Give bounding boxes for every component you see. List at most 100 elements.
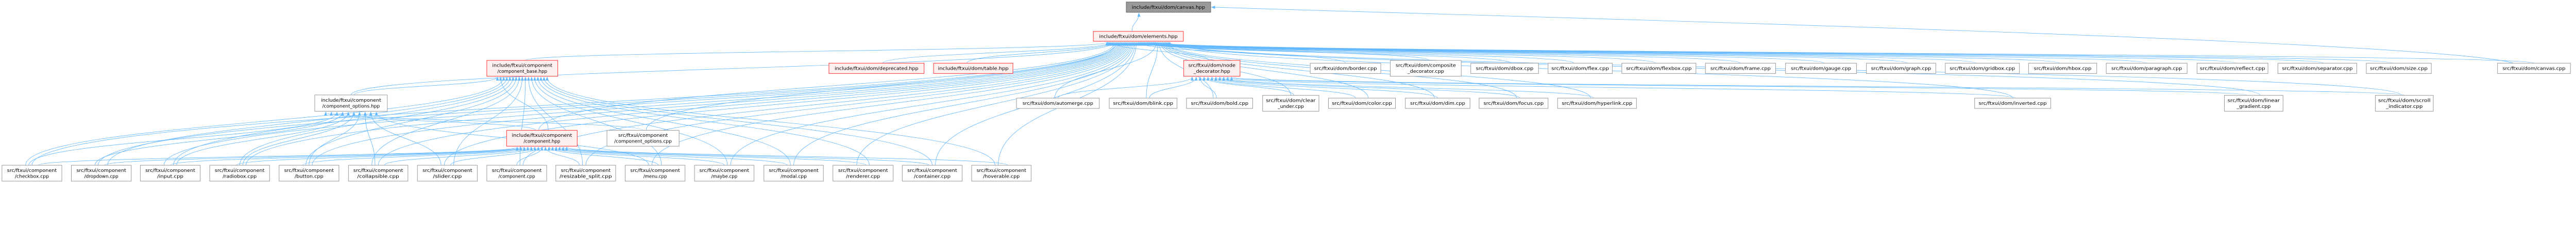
dependency-edge [558,146,867,166]
file-node-checkbox-cpp[interactable]: src/ftxui/component/checkbox.cpp [2,165,62,182]
file-node-radiobox-cpp[interactable]: src/ftxui/component/radiobox.cpp [209,165,270,182]
node-label: _gradient.cpp [2236,104,2270,109]
file-node-maybe-cpp[interactable]: src/ftxui/component/maybe.cpp [694,165,755,182]
file-node-separator-cpp[interactable]: src/ftxui/dom/separator.cpp [2277,62,2357,74]
node-label: /collapsible.cpp [357,173,399,179]
node-label: src/ftxui/dom/size.cpp [2370,66,2428,71]
node-label: /maybe.cpp [711,173,737,179]
node-label: _decorator.cpp [1407,69,1444,74]
file-node-component-options-hpp[interactable]: include/ftxui/component/component_option… [314,94,388,112]
dependency-edge [646,41,1118,131]
file-node-dropdown-cpp[interactable]: src/ftxui/component/dropdown.cpp [71,165,132,182]
dependency-edge [562,146,929,166]
dependency-edge [536,76,791,166]
dependency-edge [239,76,515,166]
dependency-edge [1218,76,1595,99]
file-node-deprecated-hpp[interactable]: include/ftxui/dom/deprecated.hpp [828,62,925,74]
node-label: include/ftxui/dom/elements.hpp [1099,34,1177,39]
node-label: src/ftxui/dom/blink.cpp [1113,101,1173,106]
dependency-edge [1211,6,2514,64]
node-label: _decorator.hpp [1193,69,1230,74]
node-label: /container.cpp [914,173,951,179]
node-label: src/ftxui/dom/canvas.cpp [2502,66,2565,71]
dependency-edge [354,76,499,96]
node-label: /component.hpp [523,139,560,144]
node-box [1093,31,1184,42]
dependency-edge [1145,41,1908,64]
file-node-border-cpp[interactable]: src/ftxui/dom/border.cpp [1310,62,1381,74]
file-node-button-cpp[interactable]: src/ftxui/component/button.cpp [279,165,340,182]
dependency-edge [170,146,526,166]
file-node-color-cpp[interactable]: src/ftxui/dom/color.cpp [1328,98,1396,109]
node-label: src/ftxui/dom/node [1189,63,1235,68]
file-node-size-cpp[interactable]: src/ftxui/dom/size.cpp [2366,62,2432,74]
dependency-edge [1144,41,1825,64]
file-node-inverted-cpp[interactable]: src/ftxui/dom/inverted.cpp [1974,98,2051,109]
file-node-hoverable-cpp[interactable]: src/ftxui/component/hoverable.cpp [971,165,1031,182]
dependency-edge [544,146,580,166]
node-label: src/ftxui/component [284,168,334,173]
file-node-dim-cpp[interactable]: src/ftxui/dom/dim.cpp [1405,98,1470,109]
node-label: /modal.cpp [781,173,807,179]
node-box [2277,62,2357,74]
file-node-graph-cpp[interactable]: src/ftxui/dom/graph.cpp [1866,62,1936,74]
file-node-canvas-cpp[interactable]: src/ftxui/dom/canvas.cpp [2497,62,2571,74]
node-label: src/ftxui/dom/inverted.cpp [1979,101,2047,106]
node-box [1183,60,1241,77]
node-box [71,165,132,182]
node-box [1390,60,1462,77]
file-node-linear-gradient-cpp[interactable]: src/ftxui/dom/linear_gradient.cpp [2224,95,2283,112]
dependency-edge [1148,41,2060,64]
file-node-component-base-hpp[interactable]: include/ftxui/component/component_base.h… [486,60,558,77]
file-node-flex-cpp[interactable]: src/ftxui/dom/flex.cpp [1548,62,1613,74]
file-node-gauge-cpp[interactable]: src/ftxui/dom/gauge.cpp [1785,62,1857,74]
file-node-component-cpp[interactable]: src/ftxui/component/component.cpp [486,165,547,182]
file-node-frame-cpp[interactable]: src/ftxui/dom/frame.cpp [1705,62,1776,74]
file-node-blink-cpp[interactable]: src/ftxui/dom/blink.cpp [1109,98,1178,109]
file-node-automerge-cpp[interactable]: src/ftxui/dom/automerge.cpp [1016,98,1100,109]
dependency-edge [651,41,1131,166]
file-node-container-cpp[interactable]: src/ftxui/component/container.cpp [902,165,962,182]
node-label: src/ftxui/component [215,168,265,173]
file-node-clear-under-cpp[interactable]: src/ftxui/dom/clear_under.cpp [1262,95,1319,112]
file-node-component-hpp[interactable]: include/ftxui/component/component.hpp [506,130,578,147]
node-label: src/ftxui/dom/linear [2228,98,2280,103]
node-label: src/ftxui/dom/flex.cpp [1551,66,1609,71]
file-node-hyperlink-cpp[interactable]: src/ftxui/dom/hyperlink.cpp [1557,98,1637,109]
file-node-renderer-cpp[interactable]: src/ftxui/component/renderer.cpp [833,165,894,182]
file-node-composite-decorator-cpp[interactable]: src/ftxui/dom/composite_decorator.cpp [1390,60,1462,77]
file-node-hbox-cpp[interactable]: src/ftxui/dom/hbox.cpp [2028,62,2097,74]
dependency-edge [1139,41,1512,64]
file-node-focus-cpp[interactable]: src/ftxui/dom/focus.cpp [1479,98,1549,109]
file-node-table-hpp[interactable]: include/ftxui/dom/table.hpp [933,62,1013,74]
file-node-menu-cpp[interactable]: src/ftxui/component/menu.cpp [624,165,686,182]
file-node-dbox-cpp[interactable]: src/ftxui/dom/dbox.cpp [1470,62,1539,74]
file-node-collapsible-cpp[interactable]: src/ftxui/component/collapsible.cpp [348,165,409,182]
file-node-bold-cpp[interactable]: src/ftxui/dom/bold.cpp [1186,98,1253,109]
file-node-gridbox-cpp[interactable]: src/ftxui/dom/gridbox.cpp [1945,62,2020,74]
node-box [279,165,340,182]
node-label: /menu.cpp [643,173,667,179]
file-node-component-options-cpp[interactable]: src/ftxui/component/component_options.cp… [606,130,680,147]
dependency-edge [302,146,533,166]
file-node-canvas-hpp[interactable]: include/ftxui/dom/canvas.hpp [1126,2,1211,13]
file-node-input-cpp[interactable]: src/ftxui/component/input.cpp [140,165,201,182]
file-node-reflect-cpp[interactable]: src/ftxui/dom/reflect.cpp [2196,62,2268,74]
file-node-slider-cpp[interactable]: src/ftxui/component/slider.cpp [417,165,478,182]
node-label: src/ftxui/component [838,168,888,173]
node-label: src/ftxui/dom/focus.cpp [1483,101,1544,106]
file-node-modal-cpp[interactable]: src/ftxui/component/modal.cpp [764,165,824,182]
file-node-paragraph-cpp[interactable]: src/ftxui/dom/paragraph.cpp [2106,62,2188,74]
node-box [764,165,824,182]
file-node-node-decorator-hpp[interactable]: src/ftxui/dom/node_decorator.hpp [1183,60,1241,77]
file-node-flexbox-cpp[interactable]: src/ftxui/dom/flexbox.cpp [1621,62,1697,74]
node-box [2375,95,2434,112]
node-label: src/ftxui/component [700,168,750,173]
file-node-scroll-indicator-cpp[interactable]: src/ftxui/dom/scroll_indicator.cpp [2375,95,2434,112]
dependency-edge [1143,41,1741,64]
dependency-edge [1057,76,1194,99]
dependency-edge [94,112,344,166]
file-node-resizable-split-cpp[interactable]: src/ftxui/component/resizable_split.cpp [555,165,616,182]
file-node-elements-hpp[interactable]: include/ftxui/dom/elements.hpp [1093,31,1184,42]
node-label: src/ftxui/component [76,168,126,173]
